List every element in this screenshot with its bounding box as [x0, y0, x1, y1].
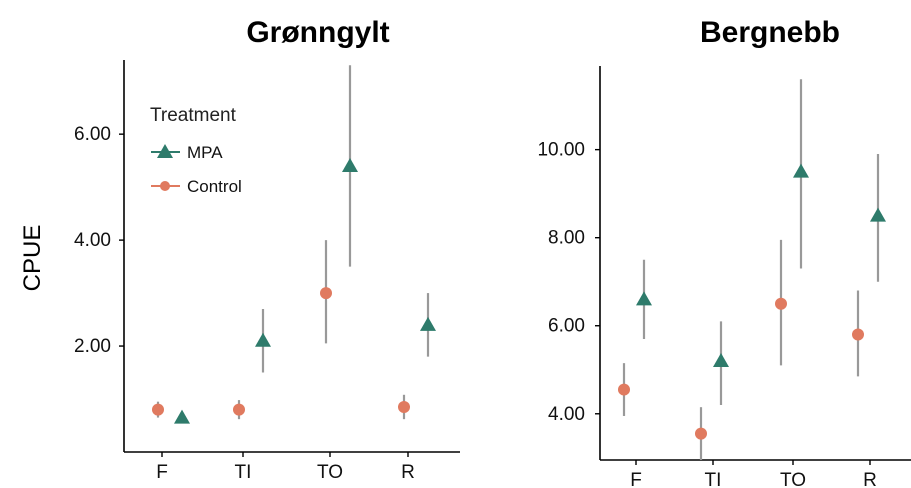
control-point: [320, 287, 332, 300]
y-tick-label: 4.00: [548, 404, 585, 425]
chart-title: Bergnebb: [700, 16, 840, 49]
chart-panel-1: Grønngylt CPUE 2.00 4.00 6.00 F TI TO R Treatment…: [19, 16, 460, 483]
chart-panel-2: Bergnebb 4.00 6.00 8.00 10.00 F TI TO R: [537, 16, 911, 488]
x-tick-label: TO: [317, 462, 343, 483]
y-tick-label: 10.00: [537, 140, 585, 161]
panels: Grønngylt CPUE 2.00 4.00 6.00 F TI TO R Treatment…: [19, 16, 911, 488]
legend-mpa-symbol: [157, 144, 173, 158]
mpa-point: [174, 409, 190, 424]
control-point: [618, 383, 630, 396]
control-point: [398, 400, 410, 413]
legend-entry-control: Control: [187, 177, 242, 196]
control-point: [152, 403, 164, 416]
control-point: [775, 297, 787, 310]
legend-title: Treatment: [150, 105, 237, 126]
control-point: [233, 403, 245, 416]
mpa-point: [255, 332, 271, 347]
y-tick-label: 2.00: [74, 336, 111, 357]
y-tick-label: 6.00: [74, 124, 111, 145]
chart-title: Grønngylt: [246, 16, 389, 49]
x-tick-label: R: [401, 462, 415, 483]
y-tick-label: 6.00: [548, 316, 585, 337]
y-axis-label: CPUE: [19, 225, 46, 292]
legend-control-symbol: [160, 181, 170, 191]
x-tick-label: R: [863, 470, 877, 488]
x-tick-label: F: [630, 470, 642, 488]
x-tick-label: TI: [235, 462, 252, 483]
control-point: [695, 427, 707, 440]
x-tick-label: TI: [705, 470, 722, 488]
mpa-point: [420, 316, 436, 331]
legend-entry-mpa: MPA: [187, 143, 223, 162]
x-tick-label: F: [156, 462, 168, 483]
x-tick-label: TO: [780, 470, 806, 488]
legend: Treatment MPA Control: [150, 105, 242, 196]
mpa-point: [342, 157, 358, 172]
y-tick-label: 4.00: [74, 230, 111, 251]
control-point: [852, 328, 864, 341]
y-tick-label: 8.00: [548, 228, 585, 249]
mpa-point: [870, 207, 886, 222]
mpa-point: [713, 352, 729, 367]
mpa-point: [636, 291, 652, 306]
mpa-point: [793, 163, 809, 178]
